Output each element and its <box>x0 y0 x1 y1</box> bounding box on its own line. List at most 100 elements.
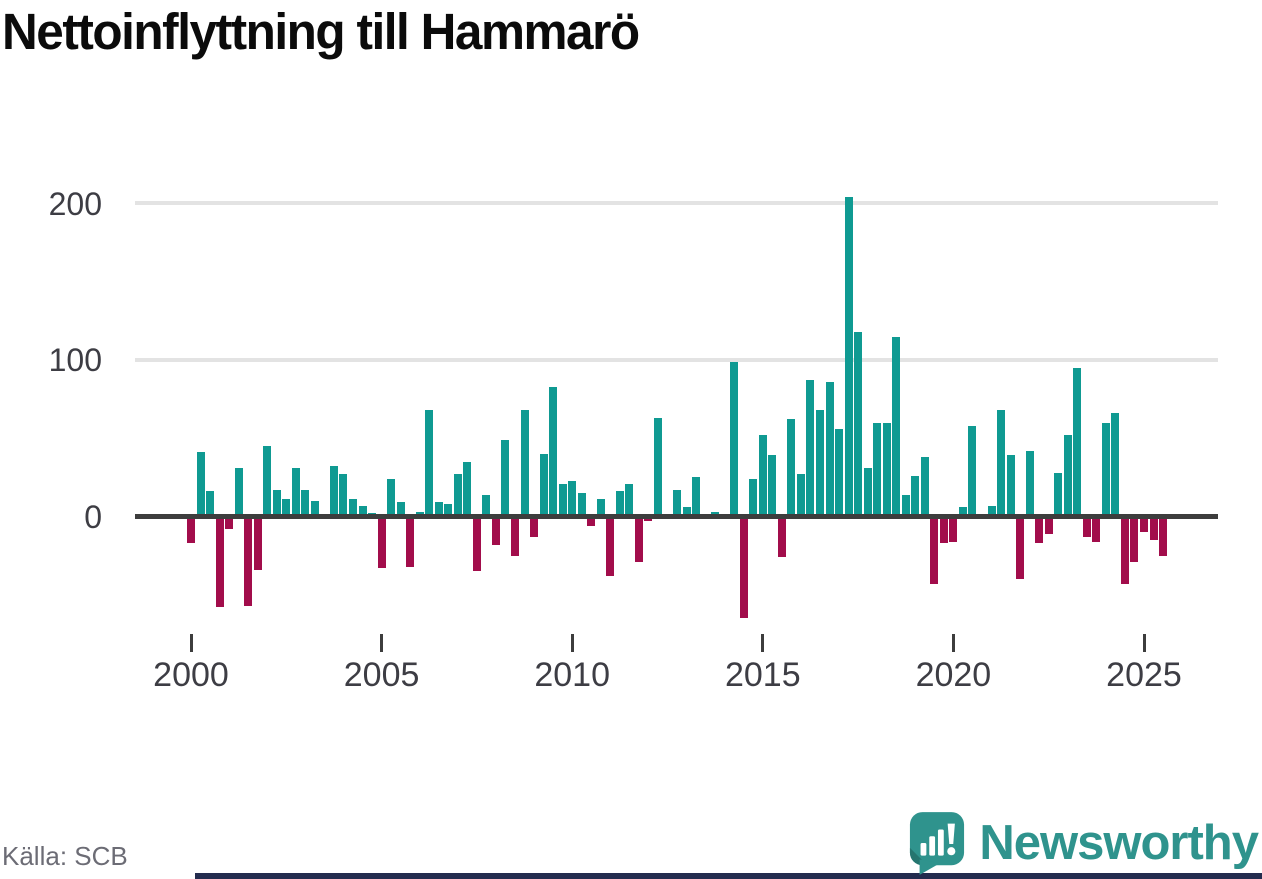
bar <box>1149 516 1158 540</box>
bar <box>339 474 348 517</box>
bar <box>606 516 615 576</box>
bar <box>844 197 853 517</box>
x-axis-year-label: 2005 <box>343 656 420 694</box>
x-axis-tick <box>189 634 193 652</box>
bar <box>1092 516 1101 542</box>
bar <box>1054 472 1063 517</box>
bar <box>825 381 834 517</box>
bar <box>1063 435 1072 517</box>
bar <box>406 516 415 567</box>
bar <box>272 489 281 517</box>
y-axis-label: 200 <box>48 185 102 222</box>
bar <box>1159 516 1168 556</box>
bar <box>310 500 319 517</box>
bar <box>634 516 643 562</box>
x-axis-tick <box>761 634 765 652</box>
bar <box>491 516 500 545</box>
newsworthy-bubble-chart-icon <box>910 812 965 875</box>
bar <box>682 507 691 517</box>
bar <box>587 516 596 526</box>
bar <box>377 516 386 569</box>
bar <box>244 516 253 606</box>
bar <box>425 410 434 517</box>
bar <box>453 474 462 517</box>
bar <box>835 428 844 517</box>
bar <box>501 439 510 517</box>
bar <box>653 417 662 517</box>
bar <box>282 499 291 517</box>
source-label: Källa: SCB <box>2 841 128 871</box>
bar <box>949 516 958 542</box>
bar <box>930 516 939 584</box>
bar <box>854 331 863 517</box>
bar <box>1130 516 1139 562</box>
bar <box>472 516 481 572</box>
bar <box>901 494 910 517</box>
bar <box>349 499 357 517</box>
bar <box>1101 422 1110 517</box>
bar <box>463 461 472 517</box>
bar <box>892 336 901 517</box>
bar <box>482 494 491 517</box>
bar <box>863 467 872 517</box>
bar <box>215 516 224 608</box>
bar <box>873 422 882 517</box>
bar <box>1025 450 1034 517</box>
bar <box>673 489 682 517</box>
bar <box>987 505 996 517</box>
bar <box>749 478 758 517</box>
bar <box>434 502 443 517</box>
bar <box>815 410 824 517</box>
y-axis-label: 100 <box>48 342 102 378</box>
bar <box>806 380 815 517</box>
bar <box>1120 516 1129 584</box>
footer-accent-bar <box>195 873 1262 879</box>
x-axis-year-label: 2015 <box>724 656 801 694</box>
x-axis-tick <box>380 634 384 652</box>
bar <box>882 422 891 517</box>
bar <box>730 361 739 517</box>
bar <box>596 499 605 517</box>
bar <box>568 480 577 517</box>
bar <box>577 493 586 517</box>
bar <box>263 446 272 517</box>
newsworthy-wordmark: Newsworthy <box>979 816 1259 870</box>
bar <box>530 516 539 537</box>
bar <box>225 516 234 530</box>
bar <box>358 505 367 517</box>
x-axis-tick <box>951 634 955 652</box>
bar <box>968 425 977 517</box>
bar <box>1140 516 1148 533</box>
bar <box>758 435 767 517</box>
bar <box>1111 413 1120 517</box>
bar <box>958 507 967 517</box>
bar <box>291 467 300 517</box>
bar <box>396 502 405 517</box>
bar <box>539 453 548 517</box>
bar <box>196 452 205 517</box>
bar <box>444 503 453 517</box>
bar <box>997 410 1006 517</box>
x-axis-tick <box>1142 634 1146 652</box>
bar <box>739 516 748 619</box>
bar <box>920 457 929 517</box>
x-axis-year-label: 2025 <box>1106 656 1182 694</box>
bar <box>1044 516 1053 534</box>
newsworthy-logo: Newsworthy <box>908 811 1259 875</box>
bar <box>1035 516 1044 544</box>
bar <box>625 483 634 517</box>
x-axis-year-label: 2000 <box>153 656 229 694</box>
bar <box>911 475 920 517</box>
bar <box>549 386 558 517</box>
bar <box>187 516 195 544</box>
bar <box>387 478 396 517</box>
chart-title: Nettoinflyttning till Hammarö <box>2 3 640 60</box>
bar <box>1073 367 1082 517</box>
x-axis-year-label: 2020 <box>915 656 992 694</box>
bar <box>206 491 215 517</box>
bar <box>558 483 567 517</box>
bar <box>615 491 624 517</box>
bar <box>768 455 777 517</box>
bar <box>520 410 529 517</box>
